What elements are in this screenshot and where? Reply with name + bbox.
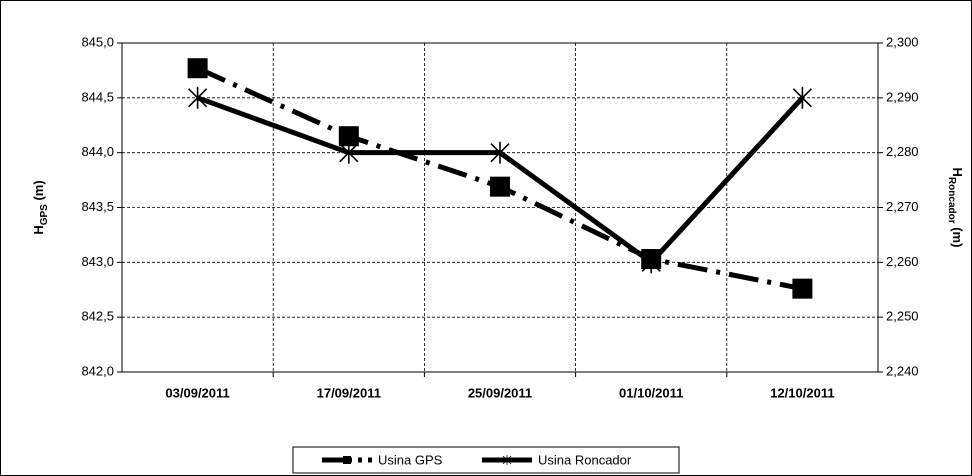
y-tick-label: 842,0: [81, 363, 114, 378]
axis-title: HRoncador (m): [946, 168, 964, 248]
legend-label: Usina GPS: [378, 452, 443, 467]
y2-tick-label: 2,260: [886, 254, 919, 269]
plot-border: [121, 42, 879, 373]
x-tick-label: 12/10/2011: [770, 385, 834, 400]
marker-square: [338, 126, 359, 147]
x-tick-label: 25/09/2011: [468, 385, 532, 400]
legend-label: Usina Roncador: [538, 452, 632, 467]
marker-star: [490, 141, 510, 164]
y2-tick-label: 2,290: [886, 89, 919, 104]
marker-square: [187, 58, 208, 79]
x-tick-label: 03/09/2011: [165, 385, 229, 400]
axis-title-main: H: [31, 225, 46, 234]
y2-tick-label: 2,280: [886, 144, 919, 159]
marker-star: [641, 251, 661, 274]
y2-tick-label: 2,270: [886, 199, 919, 214]
axis-title-sub: Roncador: [946, 177, 957, 224]
marker-star: [188, 86, 208, 109]
y-tick-label: 844,0: [81, 144, 114, 159]
y-tick-label: 843,0: [81, 254, 114, 269]
y-tick-label: 845,0: [81, 34, 114, 49]
axis-title-suffix: (m): [950, 224, 965, 248]
axis-title: HGPS (m): [31, 180, 49, 234]
marker-square: [792, 278, 813, 299]
y2-tick-label: 2,240: [886, 363, 919, 378]
marker-star: [792, 86, 812, 109]
marker-star: [502, 455, 512, 465]
y-tick-label: 842,5: [81, 309, 114, 324]
y-tick-label: 843,5: [81, 199, 114, 214]
axis-title-main: H: [950, 168, 965, 177]
y2-tick-label: 2,250: [886, 309, 919, 324]
y2-tick-label: 2,300: [886, 34, 919, 49]
axis-title-suffix: (m): [31, 180, 46, 204]
marker-star: [339, 141, 359, 164]
x-tick-label: 17/09/2011: [317, 385, 381, 400]
marker-square: [490, 176, 510, 197]
marker-square: [343, 456, 351, 464]
y-tick-label: 844,5: [81, 89, 114, 104]
x-tick-label: 01/10/2011: [619, 385, 683, 400]
axis-title-sub: GPS: [39, 204, 50, 225]
